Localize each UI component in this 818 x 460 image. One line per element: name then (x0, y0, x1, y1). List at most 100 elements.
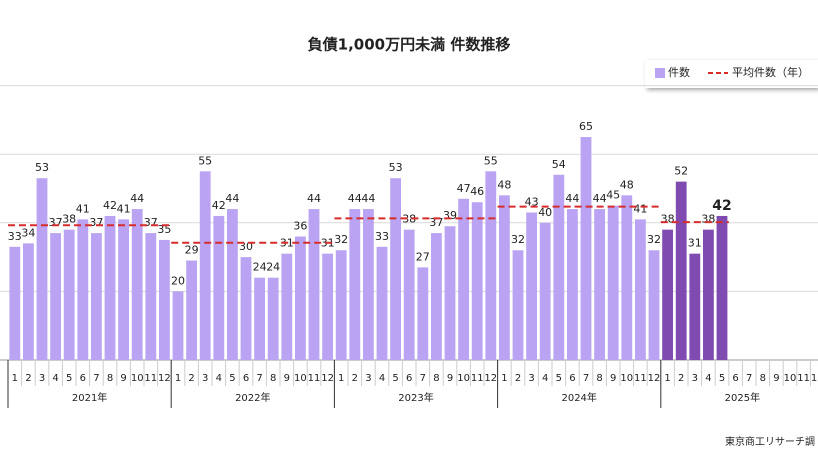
bar (417, 267, 429, 360)
x-tick-label: 6 (243, 373, 249, 384)
x-tick-label: 12 (811, 373, 818, 384)
data-label: 54 (552, 158, 566, 171)
x-tick-label: 11 (634, 373, 647, 384)
bar (662, 229, 673, 360)
bar (689, 253, 701, 360)
x-tick-label: 4 (705, 373, 711, 384)
x-tick-label: 10 (784, 373, 797, 384)
x-tick-label: 1 (12, 373, 18, 384)
bar (104, 215, 116, 360)
data-label: 44 (130, 192, 144, 205)
data-label: 55 (484, 154, 498, 167)
data-label: 38 (661, 213, 675, 226)
x-tick-label: 3 (365, 373, 371, 384)
data-label: 44 (307, 192, 321, 205)
data-label: 33 (8, 230, 22, 243)
bar (254, 277, 265, 360)
bar (23, 243, 34, 360)
bar (267, 277, 279, 360)
bar (403, 229, 415, 360)
bar (63, 229, 75, 360)
x-tick-label: 1 (501, 373, 507, 384)
data-label: 34 (21, 226, 35, 239)
bar (567, 209, 578, 360)
data-label: 55 (198, 154, 212, 167)
data-label: 52 (674, 165, 688, 178)
x-tick-label: 12 (648, 373, 661, 384)
bar (675, 181, 687, 360)
bar (186, 260, 197, 360)
legend-box (645, 60, 818, 88)
legend-swatch (655, 68, 665, 78)
x-tick-label: 2 (515, 373, 521, 384)
data-label: 38 (62, 213, 76, 226)
data-label: 29 (185, 244, 199, 257)
bar (363, 209, 374, 360)
x-tick-label: 7 (420, 373, 426, 384)
x-tick-label: 4 (379, 373, 385, 384)
x-tick-label: 1 (175, 373, 181, 384)
bar (539, 222, 551, 360)
x-tick-label: 7 (583, 373, 589, 384)
x-tick-label: 8 (596, 373, 602, 384)
data-label: 47 (457, 182, 471, 195)
data-label: 43 (525, 196, 539, 209)
data-label: 44 (361, 192, 375, 205)
data-label: 65 (579, 120, 593, 133)
x-tick-label: 9 (773, 373, 779, 384)
data-label: 39 (443, 209, 457, 222)
data-label: 32 (647, 233, 661, 246)
x-tick-label: 12 (158, 373, 171, 384)
x-tick-label: 10 (294, 373, 307, 384)
x-tick-label: 5 (392, 373, 398, 384)
data-label: 53 (389, 161, 403, 174)
bar (213, 215, 225, 360)
data-label: 53 (35, 161, 49, 174)
bar (444, 226, 456, 360)
data-label: 48 (620, 178, 634, 191)
x-tick-label: 10 (620, 373, 633, 384)
x-tick-label: 3 (528, 373, 534, 384)
bar (322, 253, 333, 360)
bar (131, 209, 143, 360)
x-tick-label: 8 (270, 373, 276, 384)
data-label: 33 (375, 230, 389, 243)
data-label: 41 (633, 202, 647, 215)
year-label: 2023年 (398, 391, 433, 404)
bar (335, 250, 347, 360)
bar (621, 195, 633, 360)
bar (553, 174, 565, 360)
bar (376, 246, 388, 360)
bar (499, 195, 510, 360)
x-tick-label: 2 (188, 373, 194, 384)
bar (172, 291, 184, 360)
x-tick-label: 10 (457, 373, 470, 384)
data-label: 31 (688, 237, 702, 250)
x-tick-label: 3 (202, 373, 208, 384)
x-tick-label: 12 (484, 373, 497, 384)
x-tick-label: 6 (732, 373, 738, 384)
x-tick-label: 11 (471, 373, 484, 384)
data-label: 46 (470, 185, 484, 198)
x-tick-label: 9 (284, 373, 290, 384)
bar (635, 219, 646, 360)
data-label: 44 (593, 192, 607, 205)
data-label: 41 (117, 202, 131, 215)
x-tick-label: 9 (610, 373, 616, 384)
data-label: 32 (511, 233, 525, 246)
x-tick-label: 5 (66, 373, 72, 384)
data-label: 37 (89, 216, 103, 229)
x-tick-label: 9 (447, 373, 453, 384)
bar (118, 219, 129, 360)
data-label: 45 (606, 189, 620, 202)
bar (526, 212, 537, 360)
bar (295, 236, 306, 360)
x-tick-label: 6 (569, 373, 575, 384)
x-tick-label: 1 (664, 373, 670, 384)
data-label: 24 (253, 261, 267, 274)
x-tick-label: 12 (321, 373, 334, 384)
x-tick-label: 7 (746, 373, 752, 384)
x-tick-label: 10 (131, 373, 144, 384)
bar (648, 250, 660, 360)
data-label: 38 (701, 213, 715, 226)
